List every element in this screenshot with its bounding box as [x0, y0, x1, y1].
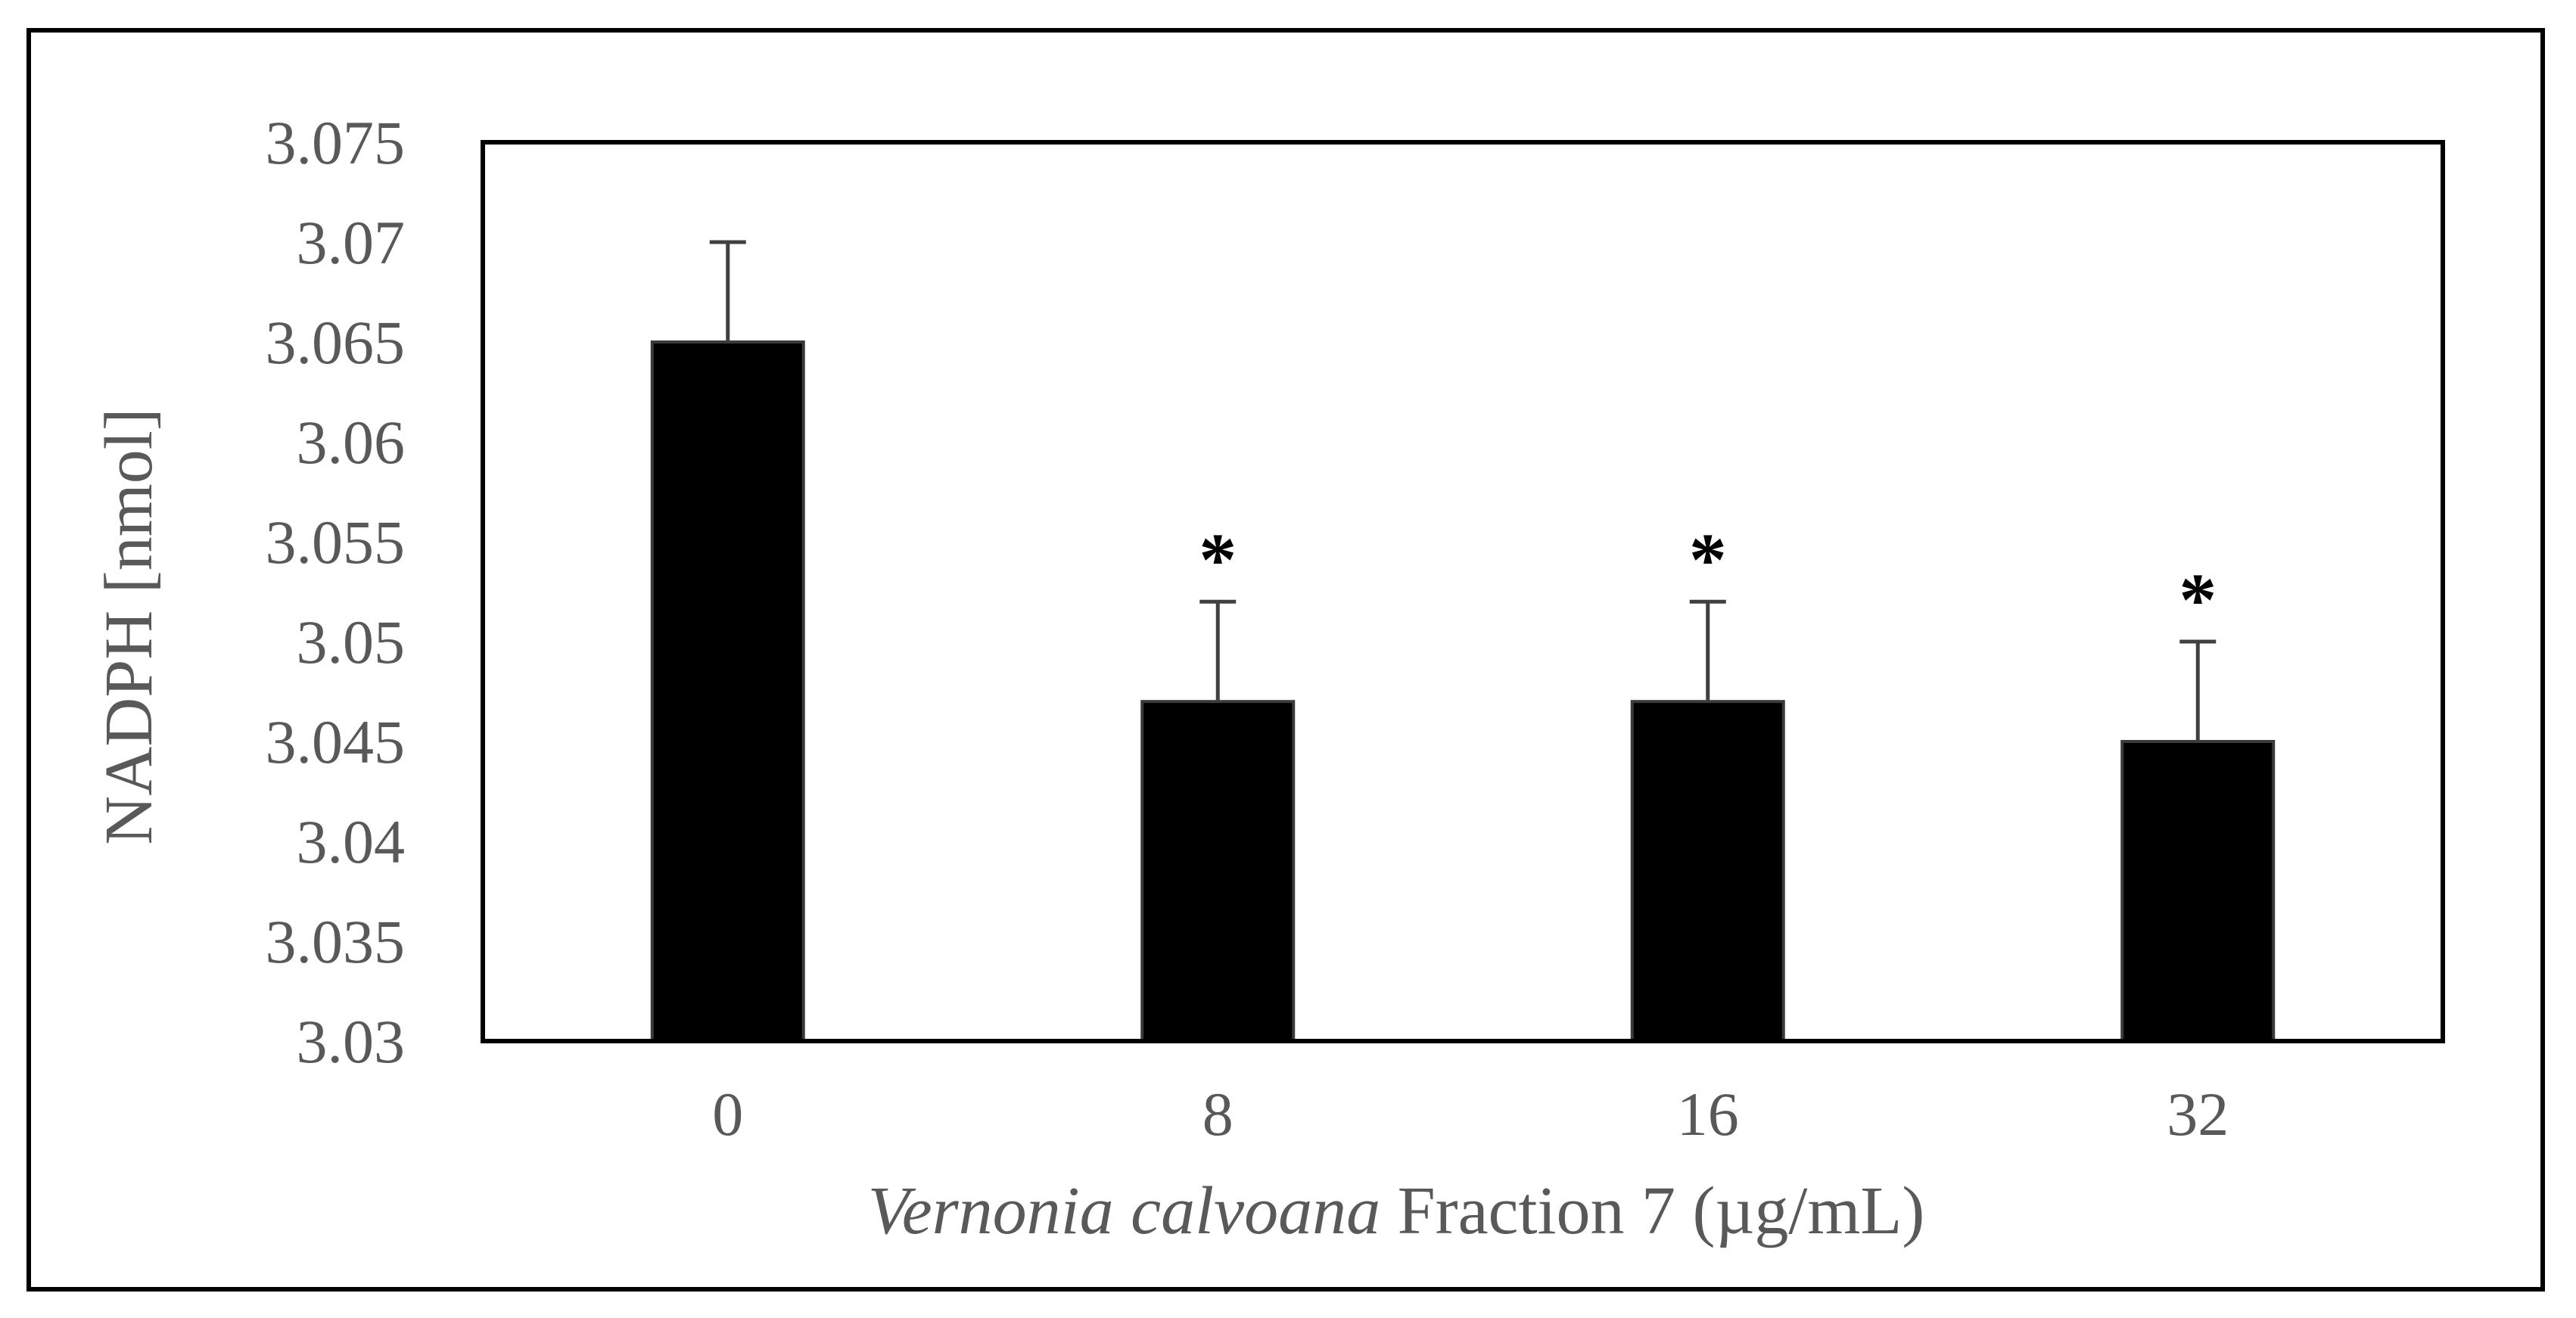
x-tick-label: 0: [712, 1080, 743, 1149]
y-tick-label: 3.05: [297, 608, 406, 676]
y-axis-title: NADPH [nmol]: [92, 408, 166, 845]
x-axis-title-unit: Fraction 7 (µg/mL): [1380, 1173, 1924, 1248]
plot-area-frame: [481, 140, 2445, 1043]
x-tick-label: 8: [1202, 1080, 1234, 1149]
significance-marker: *: [1199, 518, 1237, 601]
y-tick-label: 3.03: [297, 1007, 406, 1076]
bar: [650, 340, 805, 1043]
y-tick-label: 3.04: [297, 807, 406, 876]
y-tick-label: 3.055: [266, 508, 406, 577]
y-axis-tick-labels: 3.03 3.035 3.04 3.045 3.05 3.055 3.06 3.065 3.07…: [266, 108, 406, 1076]
error-bars-layer: [709, 240, 2217, 741]
x-tick-label: 16: [1677, 1080, 1739, 1149]
y-tick-label: 3.035: [266, 907, 406, 976]
x-axis-tick-labels: 0 8 16 32: [712, 1080, 2229, 1149]
bar: [1630, 700, 1785, 1043]
y-tick-label: 3.06: [297, 408, 406, 477]
figure-border: [26, 28, 2545, 1292]
x-axis-title: Vernonia calvoana Fraction 7 (µg/mL): [868, 1173, 1925, 1248]
x-axis-title-species: Vernonia calvoana: [868, 1173, 1380, 1248]
bar: [1140, 700, 1296, 1043]
y-tick-label: 3.045: [266, 707, 406, 776]
significance-marker: *: [1689, 518, 1727, 601]
bar: [2120, 740, 2276, 1043]
y-tick-label: 3.065: [266, 308, 406, 377]
y-tick-label: 3.075: [266, 108, 406, 177]
significance-marker: *: [2179, 558, 2217, 642]
x-tick-label: 32: [2167, 1080, 2229, 1149]
y-tick-label: 3.07: [297, 208, 406, 277]
significance-markers-layer: * * *: [1199, 518, 2217, 642]
